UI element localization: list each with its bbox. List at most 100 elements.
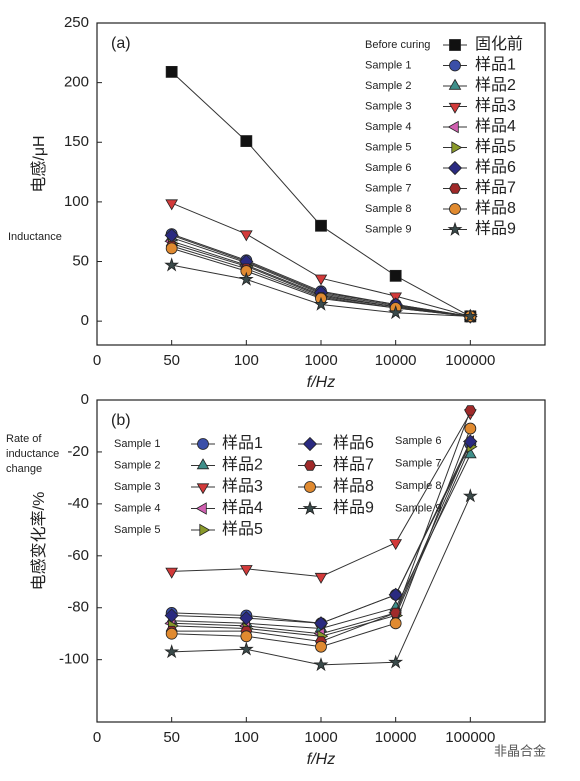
x-tick-label: 0 <box>93 352 101 369</box>
x-tick-label: 0 <box>93 729 101 746</box>
legend-label: 样品3 <box>475 97 516 115</box>
data-point <box>313 296 329 311</box>
y-axis-label: 电感变化率/% <box>30 492 48 591</box>
legend-label: 样品4 <box>475 117 516 135</box>
watermark: 非晶合金 <box>494 743 546 758</box>
legend-marker <box>196 458 210 470</box>
data-point <box>164 257 180 272</box>
data-point <box>238 271 254 286</box>
series-note: Sample 7 <box>395 457 441 469</box>
data-point <box>165 199 178 211</box>
legend-label: 样品4 <box>222 499 263 517</box>
y-tick-label: -100 <box>59 651 89 668</box>
data-point <box>164 644 180 659</box>
legend-marker <box>196 483 210 495</box>
y-tick-label: -80 <box>67 599 89 616</box>
legend-marker <box>447 120 459 134</box>
series-note: Sample 9 <box>395 502 441 514</box>
x-tick-label: 10000 <box>375 729 417 746</box>
y-tick-label: 0 <box>81 391 89 408</box>
legend-label: 样品9 <box>475 220 516 238</box>
legend-label: 样品2 <box>222 456 263 474</box>
y-tick-label: 150 <box>64 133 89 150</box>
data-point <box>388 654 404 669</box>
legend-marker <box>304 460 316 471</box>
x-tick-label: 10000 <box>375 352 417 369</box>
legend-label: 样品7 <box>475 179 516 197</box>
data-point <box>389 617 402 630</box>
legend-marker <box>449 39 461 51</box>
legend-marker <box>449 203 461 215</box>
series-note: Sample 7 <box>365 182 411 194</box>
y-tick-label: -40 <box>67 495 89 512</box>
y-tick-label: -60 <box>67 547 89 564</box>
legend-label: 样品7 <box>333 456 374 474</box>
series-note: Sample 6 <box>365 162 411 174</box>
series-note: Sample 8 <box>395 480 441 492</box>
legend-marker <box>447 160 463 176</box>
y-axis-note: Inductance <box>8 231 62 243</box>
legend-label: 样品3 <box>222 477 263 495</box>
data-point <box>464 405 477 416</box>
series-note: Sample 5 <box>114 524 160 536</box>
series-note: Sample 4 <box>365 121 411 133</box>
legend-marker <box>199 523 211 537</box>
series-note: Sample 3 <box>114 481 160 493</box>
y-tick-label: 250 <box>64 14 89 31</box>
legend-marker <box>448 78 462 90</box>
series-note: Sample 5 <box>365 141 411 153</box>
y-tick-label: 100 <box>64 193 89 210</box>
x-tick-label: 1000 <box>304 729 337 746</box>
y-axis-label: 电感/μH <box>30 135 48 192</box>
data-point <box>164 608 179 623</box>
data-point <box>389 539 402 551</box>
legend-marker <box>451 141 463 154</box>
legend-label: 样品6 <box>475 158 516 176</box>
data-point <box>240 135 253 147</box>
series-note: Sample 2 <box>365 80 411 92</box>
legend-label: 样品5 <box>475 138 516 156</box>
series-note: Sample 1 <box>114 438 160 450</box>
data-point <box>314 572 328 584</box>
data-point <box>462 308 478 323</box>
x-axis-label: f/Hz <box>307 751 335 768</box>
data-point <box>389 269 402 282</box>
legend-marker <box>302 500 318 515</box>
data-point <box>464 422 477 435</box>
legend-marker <box>302 436 318 452</box>
x-axis-label: f/Hz <box>307 374 335 391</box>
x-tick-label: 50 <box>163 729 180 746</box>
series-note: Sample 4 <box>114 502 160 514</box>
series-note: Sample 9 <box>365 223 411 235</box>
series-note: Sample 1 <box>365 59 411 71</box>
legend-marker <box>449 59 461 72</box>
legend-label: 样品6 <box>333 434 374 452</box>
data-point <box>165 567 178 579</box>
data-point <box>240 630 253 643</box>
x-tick-label: 100 <box>234 729 259 746</box>
data-point <box>313 657 329 672</box>
x-tick-label: 1000 <box>304 352 337 369</box>
data-point <box>165 242 178 255</box>
series-line <box>171 441 471 635</box>
legend-marker <box>304 481 316 493</box>
y-tick-label: 50 <box>72 252 89 269</box>
data-point <box>315 640 327 653</box>
data-point <box>239 611 254 626</box>
data-point <box>240 565 253 577</box>
y-tick-label: 200 <box>64 74 89 91</box>
plot-frame <box>96 399 546 723</box>
series-note: Sample 3 <box>365 100 411 112</box>
data-point <box>165 65 178 78</box>
data-point <box>462 488 478 503</box>
data-point <box>240 230 253 242</box>
data-point <box>313 616 329 631</box>
legend-label: 样品2 <box>475 76 516 94</box>
data-point <box>165 627 178 640</box>
legend-marker <box>197 438 209 450</box>
panel-label: (b) <box>111 412 131 429</box>
series-note: Sample 6 <box>395 435 441 447</box>
legend-label: 样品8 <box>333 477 374 495</box>
